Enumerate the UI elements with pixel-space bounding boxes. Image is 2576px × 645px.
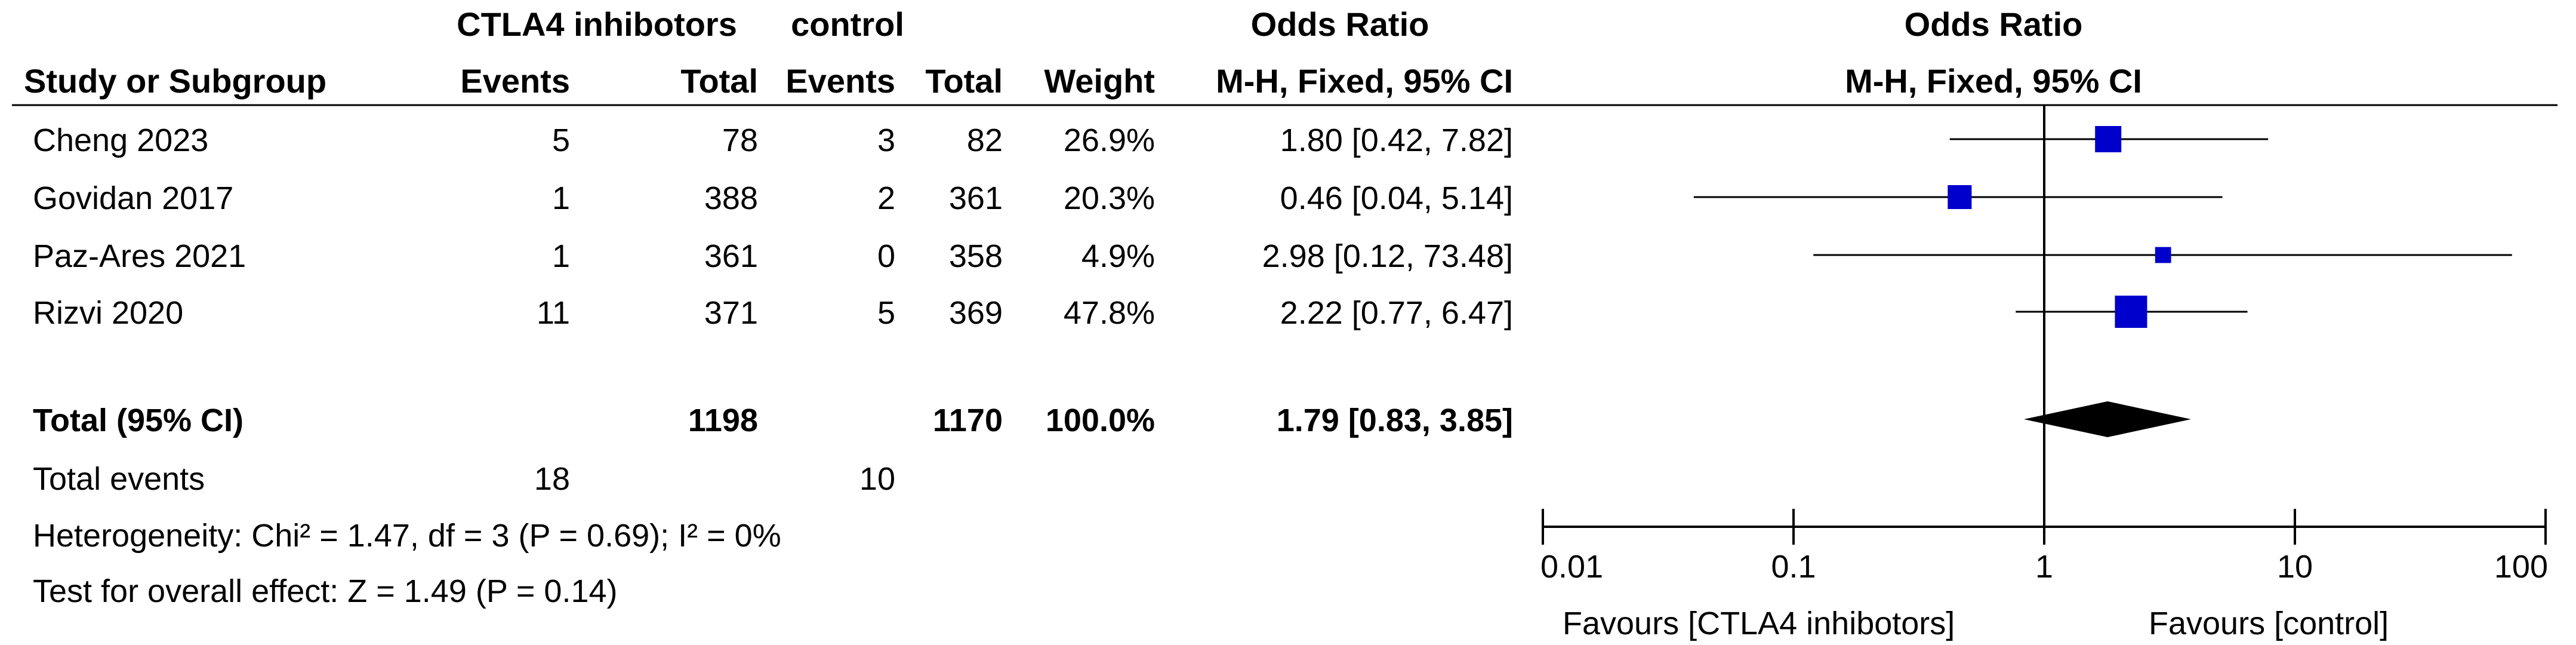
- header-or-left: Odds Ratio: [1251, 5, 1429, 43]
- study-t2: 361: [949, 180, 1003, 216]
- total-label: Total (95% CI): [33, 403, 244, 438]
- study-t1: 78: [722, 122, 758, 158]
- header-method-right: M-H, Fixed, 95% CI: [1845, 62, 2142, 100]
- study-name: Paz-Ares 2021: [33, 238, 246, 274]
- study-weight: 4.9%: [1081, 238, 1155, 274]
- study-name: Cheng 2023: [33, 122, 208, 158]
- study-ci-text: 1.80 [0.42, 7.82]: [1280, 122, 1513, 158]
- total-t2: 1170: [933, 403, 1003, 438]
- favours-right: Favours [control]: [2149, 606, 2389, 641]
- study-marker: [2155, 247, 2171, 263]
- header-total2: Total: [925, 62, 1003, 100]
- total-events-e1: 18: [534, 461, 570, 497]
- header-total1: Total: [680, 62, 758, 100]
- study-e1: 5: [552, 122, 570, 158]
- study-e1: 1: [552, 238, 570, 274]
- header-study: Study or Subgroup: [24, 62, 326, 100]
- study-marker: [2115, 296, 2147, 328]
- study-weight: 47.8%: [1064, 295, 1155, 331]
- total-ci: 1.79 [0.83, 3.85]: [1277, 403, 1513, 438]
- header-events2: Events: [785, 62, 895, 100]
- study-e2: 0: [877, 238, 895, 274]
- study-t1: 361: [704, 238, 758, 274]
- total-events-label: Total events: [33, 461, 205, 497]
- header-group2: control: [791, 5, 904, 43]
- study-e1: 11: [537, 295, 570, 331]
- study-table: Cheng 2023 5 78 3 82 26.9% 1.80 [0.42, 7.82] Go…: [33, 122, 1513, 331]
- favours-left: Favours [CTLA4 inhibotors]: [1563, 606, 1955, 641]
- study-t1: 388: [704, 180, 758, 216]
- study-ci-text: 2.22 [0.77, 6.47]: [1280, 295, 1513, 331]
- header-method-left: M-H, Fixed, 95% CI: [1216, 62, 1513, 100]
- axis-tick-label: 1: [2035, 549, 2053, 585]
- header-weight: Weight: [1044, 62, 1155, 100]
- overall-effect-text: Test for overall effect: Z = 1.49 (P = 0…: [33, 573, 618, 609]
- axis-tick-label: 10: [2277, 549, 2313, 585]
- heterogeneity-text: Heterogeneity: Chi² = 1.47, df = 3 (P = …: [33, 518, 781, 554]
- study-e2: 2: [877, 180, 895, 216]
- header-events1: Events: [460, 62, 570, 100]
- study-t2: 358: [949, 238, 1003, 274]
- study-marker: [2095, 125, 2122, 153]
- axis-tick-label: 100: [2494, 549, 2548, 585]
- study-marker: [1948, 185, 1972, 210]
- total-weight: 100.0%: [1046, 403, 1155, 438]
- pooled-diamond: [2024, 401, 2191, 437]
- study-t1: 371: [704, 295, 758, 331]
- total-events-e2: 10: [859, 461, 895, 497]
- axis-tick-label: 0.1: [1771, 549, 1816, 585]
- header-or-right: Odds Ratio: [1905, 5, 2083, 43]
- study-ci-text: 2.98 [0.12, 73.48]: [1262, 238, 1513, 274]
- forest-plot: 0.01 0.1 1 10 100: [1540, 105, 2548, 585]
- study-e1: 1: [552, 180, 570, 216]
- header-group1: CTLA4 inhibotors: [457, 5, 737, 43]
- study-ci-text: 0.46 [0.04, 5.14]: [1280, 180, 1513, 216]
- study-weight: 20.3%: [1064, 180, 1155, 216]
- study-weight: 26.9%: [1064, 122, 1155, 158]
- study-name: Govidan 2017: [33, 180, 233, 216]
- study-t2: 369: [949, 295, 1003, 331]
- axis-tick-label: 0.01: [1540, 549, 1603, 585]
- study-t2: 82: [967, 122, 1003, 158]
- study-e2: 5: [877, 295, 895, 331]
- study-name: Rizvi 2020: [33, 295, 183, 331]
- study-e2: 3: [877, 122, 895, 158]
- total-t1: 1198: [688, 403, 758, 438]
